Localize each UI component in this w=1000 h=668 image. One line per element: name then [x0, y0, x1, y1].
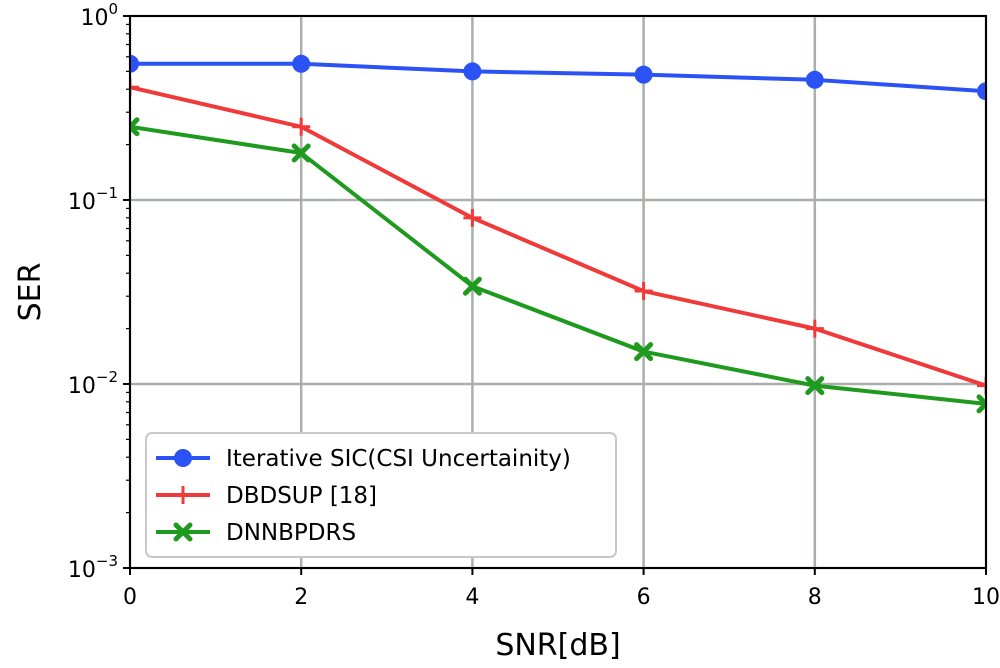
series-1-point — [463, 62, 482, 81]
plot-frame — [129, 15, 987, 569]
y-tick-label: 10−2 — [68, 368, 118, 399]
series-1-point — [634, 65, 653, 84]
series-3-point — [634, 342, 654, 362]
series-1-point — [977, 82, 986, 101]
series-1-point — [130, 54, 139, 73]
legend-label: DNNBPDRS — [226, 520, 356, 546]
series-2-point — [634, 282, 653, 301]
x-tick-label: 8 — [808, 585, 822, 610]
x-tick-label: 4 — [465, 585, 479, 610]
y-tick-label: 10−1 — [68, 184, 118, 215]
series-1-point — [805, 70, 824, 89]
x-tick-label: 2 — [294, 585, 308, 610]
x-tick-label: 0 — [123, 585, 137, 610]
legend-marker — [174, 449, 192, 467]
legend: Iterative SIC(CSI Uncertainity) DBDSUP [1… — [145, 432, 617, 558]
x-tick-label: 10 — [972, 585, 1000, 610]
series-1-point — [292, 54, 311, 73]
series-3-point — [130, 117, 140, 137]
series-3-point — [805, 376, 825, 396]
series-2-point — [977, 376, 986, 395]
series-layer — [130, 54, 986, 414]
series-2-point — [292, 117, 311, 136]
legend-label: Iterative SIC(CSI Uncertainity) — [226, 446, 571, 472]
series-2-point — [130, 78, 139, 97]
series-line-2 — [130, 85, 986, 388]
y-axis-label: SER — [13, 263, 48, 322]
x-axis-label: SNR[dB] — [495, 628, 620, 663]
ticks: 0 2 4 6 8 10 100 10−1 10−2 10−3 — [68, 0, 1000, 610]
legend-box — [145, 432, 617, 558]
series-2-point — [463, 208, 482, 227]
series-3-point — [976, 394, 986, 414]
y-tick-label: 100 — [80, 0, 118, 31]
series-2-point — [805, 319, 824, 338]
series-group — [130, 54, 986, 414]
legend-label: DBDSUP [18] — [226, 483, 377, 509]
series-line-1 — [130, 61, 986, 94]
legend-marker — [174, 486, 192, 504]
legend-marker — [173, 522, 193, 542]
y-tick-label: 10−3 — [68, 552, 118, 583]
series-line-3 — [130, 124, 986, 406]
series-3-point — [462, 276, 482, 296]
x-tick-label: 6 — [637, 585, 651, 610]
series-3-point — [291, 143, 311, 163]
